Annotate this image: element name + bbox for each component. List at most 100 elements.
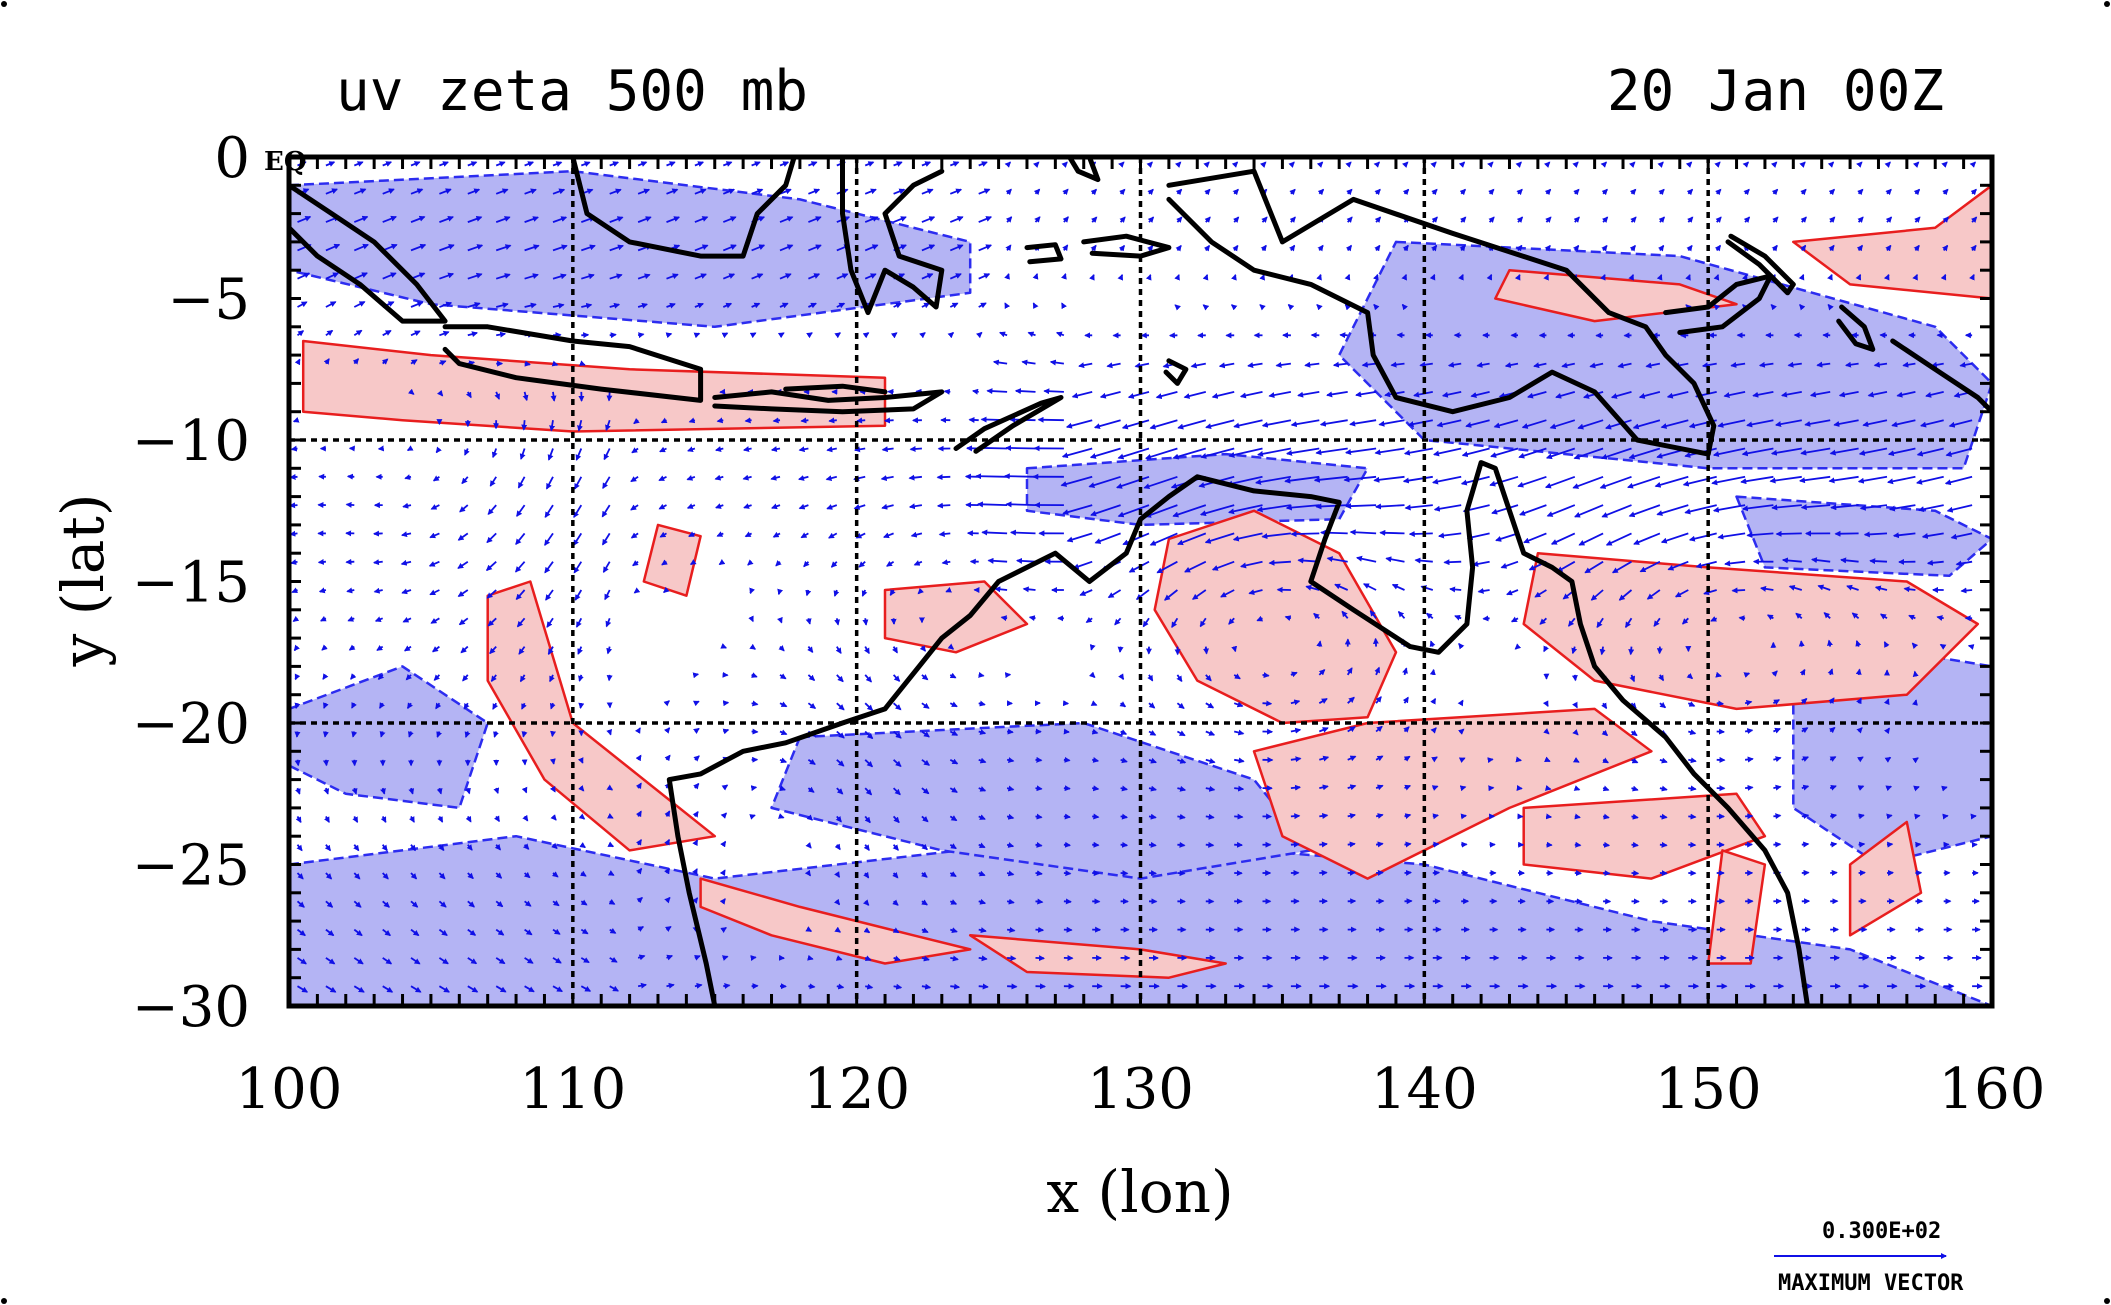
wind-vector	[1211, 391, 1235, 399]
wind-vector	[573, 561, 583, 574]
wind-vector	[865, 983, 874, 990]
wind-vector	[689, 559, 697, 566]
wind-vector	[1202, 273, 1209, 281]
wind-vector	[486, 532, 497, 544]
wind-vector	[1432, 813, 1439, 820]
wind-vector	[353, 188, 367, 195]
wind-vector	[1004, 161, 1011, 168]
wind-vector	[659, 531, 667, 538]
wind-vector	[609, 244, 624, 252]
wind-vector	[1092, 757, 1100, 763]
wind-vector	[1116, 475, 1150, 489]
wind-vector	[853, 504, 866, 510]
wind-vector	[779, 273, 792, 280]
wind-vector	[1120, 813, 1128, 820]
wind-vector	[893, 730, 902, 739]
wind-vector	[722, 188, 736, 195]
wind-vector	[1149, 419, 1178, 430]
wind-vector	[1006, 757, 1015, 764]
wind-vector	[294, 358, 301, 366]
wind-vector	[547, 448, 554, 461]
wind-vector	[1190, 362, 1206, 369]
wind-vector	[517, 476, 526, 489]
wind-vector	[718, 559, 726, 566]
wind-vector	[1204, 188, 1211, 196]
wind-vector	[461, 476, 469, 485]
wind-vector	[950, 927, 958, 934]
wind-vector	[1004, 273, 1010, 280]
wind-vector	[410, 928, 420, 937]
positive-zeta-region-timor-blob	[642, 523, 702, 597]
wind-vector	[549, 674, 555, 683]
wind-vector	[856, 417, 866, 424]
wind-vector	[1827, 639, 1833, 647]
wind-vector	[438, 985, 450, 993]
wind-vector	[1482, 615, 1490, 622]
wind-vector	[467, 244, 484, 252]
wind-vector	[1231, 161, 1239, 168]
wind-vector	[1033, 161, 1040, 168]
wind-vector	[630, 476, 639, 483]
wind-vector	[694, 188, 707, 195]
wind-vector	[1443, 559, 1462, 566]
wind-vector	[751, 244, 766, 252]
wind-vector	[485, 561, 497, 571]
wind-vector	[325, 243, 341, 252]
wind-vector	[577, 419, 583, 432]
wind-vector	[1134, 362, 1150, 369]
wind-vector	[1062, 504, 1093, 515]
wind-vector	[524, 188, 537, 195]
wind-vector	[291, 587, 299, 594]
wind-vector	[1092, 841, 1100, 848]
wind-vector	[410, 957, 421, 965]
wind-vector	[808, 244, 822, 252]
wind-vector	[550, 730, 557, 738]
wind-vector	[1261, 216, 1268, 223]
wind-vector	[436, 731, 442, 738]
wind-vector	[1121, 419, 1150, 430]
wind-vector	[353, 900, 362, 908]
wind-vector	[1147, 188, 1154, 196]
wind-vector	[439, 330, 450, 337]
wind-vector	[296, 330, 305, 337]
wind-vector	[1408, 530, 1433, 537]
wind-vector	[572, 532, 583, 546]
wind-vector	[1912, 699, 1918, 706]
wind-vector	[836, 302, 846, 309]
wind-vector	[580, 957, 590, 964]
wind-vector	[457, 589, 469, 598]
wind-vector	[772, 531, 781, 538]
wind-vector	[992, 359, 1008, 366]
wind-vector	[722, 700, 730, 707]
wind-vector	[779, 244, 794, 252]
wind-vector	[580, 985, 592, 992]
wind-vector	[515, 589, 526, 601]
wind-vector	[637, 926, 645, 932]
wind-vector	[666, 302, 676, 309]
wind-vector	[716, 531, 724, 537]
wind-vector	[664, 810, 671, 818]
wind-vector	[1035, 756, 1043, 763]
wind-vector	[1063, 898, 1072, 905]
wind-vector	[374, 616, 384, 622]
wind-vector	[864, 674, 872, 683]
wind-vector	[693, 332, 701, 339]
wind-vector	[1007, 983, 1018, 990]
wind-vector	[805, 842, 812, 849]
y-tick-label: −15	[132, 551, 250, 616]
x-tick-label: 150	[1655, 1057, 1762, 1122]
wind-vector	[1960, 587, 1973, 594]
wind-vector	[604, 589, 611, 601]
wind-vector	[1404, 869, 1412, 876]
wind-vector	[428, 560, 440, 567]
wind-vector	[693, 727, 700, 734]
wind-vector	[1375, 841, 1384, 848]
wind-vector	[379, 731, 386, 738]
wind-vector	[893, 983, 903, 990]
wind-vector	[325, 928, 335, 937]
wind-vector	[408, 787, 415, 795]
wind-vector	[947, 332, 955, 339]
wind-vector	[949, 672, 957, 679]
wind-vector	[382, 272, 397, 280]
